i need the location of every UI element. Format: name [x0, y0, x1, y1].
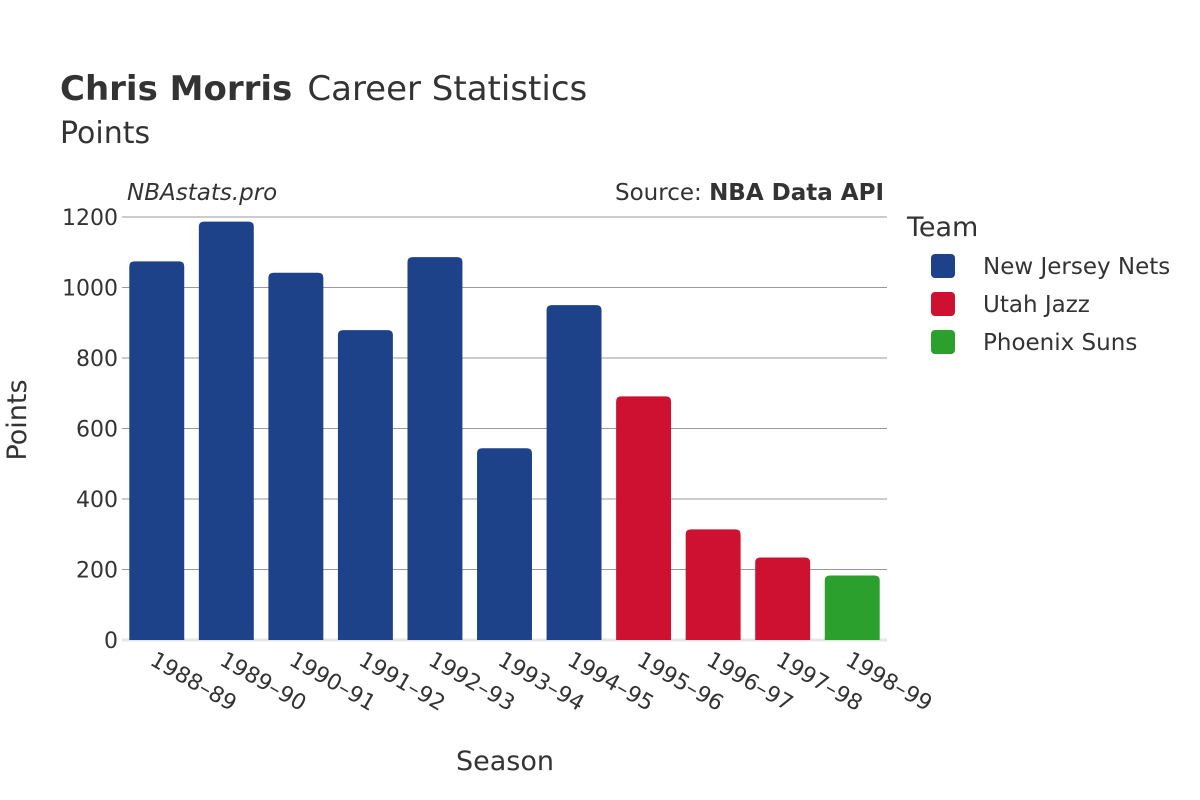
bar-1993–94 — [477, 448, 532, 640]
y-tick-label: 1000 — [62, 277, 118, 302]
legend-label: Phoenix Suns — [983, 330, 1137, 356]
source-text: Source: NBA Data API — [615, 180, 884, 206]
legend-label: New Jersey Nets — [983, 254, 1170, 280]
y-tick-label: 1200 — [62, 206, 118, 231]
legend-items: New Jersey Nets Utah Jazz Phoenix Suns — [931, 254, 1170, 356]
bars — [129, 221, 880, 640]
chart-title-rest: Career Statistics — [307, 69, 587, 109]
bar-1991–92 — [337, 330, 393, 640]
legend-swatch — [931, 254, 955, 278]
watermark-text: NBAstats.pro — [127, 180, 277, 206]
bar-1989–90 — [198, 221, 254, 640]
chart-title-player: Chris Morris — [60, 69, 292, 109]
y-axis-title: Points — [2, 379, 33, 460]
legend-swatch — [931, 330, 955, 354]
x-axis-title: Season — [456, 746, 554, 777]
y-tick-label: 0 — [104, 629, 118, 654]
y-axis-ticks: 0 200 400 600 800 1000 1200 — [62, 206, 118, 654]
bar-1990–91 — [268, 272, 324, 640]
bar-1988–89 — [129, 261, 185, 640]
legend-title: Team — [906, 212, 978, 243]
y-tick-label: 800 — [76, 347, 118, 372]
legend-label: Utah Jazz — [983, 292, 1090, 318]
source-name: NBA Data API — [709, 180, 884, 206]
y-tick-label: 600 — [76, 418, 118, 443]
x-axis-ticks: 1988–891989–901990–911991–921992–931993–… — [146, 648, 936, 717]
bar-1992–93 — [407, 257, 463, 640]
y-tick-label: 200 — [76, 559, 118, 584]
bar-1995–96 — [616, 396, 672, 640]
legend-swatch — [931, 292, 955, 316]
bar-1994–95 — [546, 305, 602, 640]
source-prefix: Source: — [615, 180, 709, 206]
chart-subtitle: Points — [60, 116, 150, 151]
bar-1996–97 — [685, 529, 741, 640]
bar-1998–99 — [824, 575, 880, 640]
chart-title: Chris Morris Career Statistics — [60, 69, 587, 109]
bar-1997–98 — [755, 557, 811, 640]
legend: Team New Jersey Nets Utah Jazz Phoenix Sun… — [906, 212, 1170, 356]
y-tick-label: 400 — [76, 488, 118, 513]
